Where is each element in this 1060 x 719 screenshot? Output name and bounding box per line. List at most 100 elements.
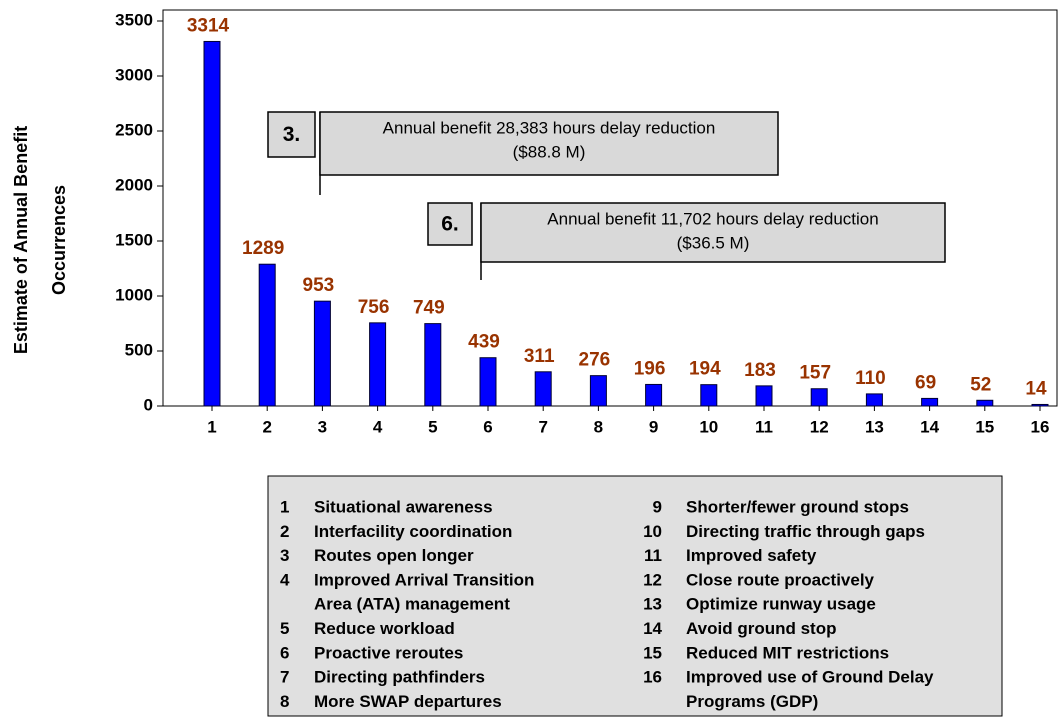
legend-key: 5 [280,619,289,638]
value-label: 183 [744,360,776,381]
y-axis-label: Estimate of Annual Benefit [11,126,31,354]
x-tick-label: 13 [865,417,884,436]
legend-key: 11 [644,546,662,565]
y-tick-label: 1500 [115,230,153,249]
legend-key: 1 [280,497,289,516]
annotation-box [319,111,779,176]
x-tick-label: 12 [810,417,829,436]
legend-label: Optimize runway usage [686,595,876,614]
legend-key: 16 [643,668,662,687]
x-tick-label: 16 [1031,417,1050,436]
value-label: 756 [358,297,390,318]
bar [865,393,883,407]
legend-label: Area (ATA) management [314,595,510,614]
y-tick-label: 3000 [115,65,153,84]
y-tick-label: 0 [144,395,153,414]
x-tick-label: 2 [262,417,271,436]
bar [479,357,497,407]
legend-label: Directing traffic through gaps [686,522,925,541]
legend-key: 10 [643,522,662,541]
x-tick-label: 10 [699,417,718,436]
legend-label: Directing pathfinders [314,668,485,687]
value-label: 3314 [187,15,230,36]
bar [534,371,552,407]
value-label: 311 [524,346,555,367]
x-tick-label: 4 [373,417,383,436]
legend-key: 7 [280,668,289,687]
value-label: 14 [1025,378,1047,399]
annotation-text: Annual benefit 11,702 hours delay reduct… [547,209,878,228]
value-label: 52 [970,374,991,395]
y-tick-label: 3500 [115,10,153,29]
legend-key: 2 [280,522,289,541]
bar [976,399,994,407]
x-tick-label: 1 [207,417,216,436]
bar [424,323,442,407]
x-tick-label: 6 [483,417,492,436]
bar [645,383,663,407]
annotation-text: ($36.5 M) [677,233,750,252]
legend-key: 3 [280,546,289,565]
annotation-text: ($88.8 M) [513,142,586,161]
value-label: 749 [413,298,445,319]
legend-label: Interfacility coordination [314,522,512,541]
value-label: 110 [855,368,886,389]
bar [369,322,387,407]
bar [258,263,276,407]
annotation-box [480,202,946,263]
annotation-key: 3. [283,123,301,146]
legend-key: 14 [643,619,662,638]
legend-label: Improved Arrival Transition [314,570,534,589]
legend-label: Improved use of Ground Delay [686,668,934,687]
legend-label: Situational awareness [314,497,493,516]
y-tick-label: 2500 [115,120,153,139]
bar [1031,403,1049,407]
y-tick-label: 1000 [115,285,153,304]
bar [203,40,221,407]
annotation-key-box [267,111,316,158]
x-tick-label: 3 [318,417,327,436]
legend-key: 8 [280,692,289,711]
plot-frame [162,9,1058,407]
legend-label: Shorter/fewer ground stops [686,497,909,516]
legend-label: Avoid ground stop [686,619,836,638]
bar [810,388,828,407]
x-tick-label: 5 [428,417,437,436]
bar [313,300,331,407]
value-label: 276 [579,350,611,371]
x-tick-label: 14 [920,417,939,436]
legend-key: 6 [280,643,289,662]
x-tick-label: 15 [975,417,994,436]
legend-box [267,475,1003,717]
value-label: 1289 [242,238,284,259]
x-tick-label: 11 [755,417,773,436]
legend-label: More SWAP departures [314,692,502,711]
legend-label: Reduced MIT restrictions [686,643,889,662]
value-label: 157 [799,363,831,384]
legend-key: 13 [643,595,662,614]
value-label: 953 [303,275,335,296]
bar [755,385,773,407]
bar [921,397,939,407]
bar [589,375,607,407]
legend-label: Improved safety [686,546,817,565]
legend-label: Routes open longer [314,546,474,565]
x-tick-label: 9 [649,417,658,436]
annotation-text: Annual benefit 28,383 hours delay reduct… [383,118,716,137]
legend-label: Close route proactively [686,570,875,589]
value-label: 194 [689,359,721,380]
value-label: 196 [634,358,666,379]
legend-label: Proactive reroutes [314,643,463,662]
bar [700,384,718,407]
legend-key: 4 [280,570,290,589]
legend-label: Programs (GDP) [686,692,818,711]
y-tick-label: 2000 [115,175,153,194]
legend-label: Reduce workload [314,619,455,638]
legend-key: 15 [643,643,662,662]
value-label: 439 [468,332,500,353]
x-tick-label: 7 [538,417,547,436]
y-axis-label: Occurrences [49,185,69,295]
legend-key: 12 [643,570,662,589]
value-label: 69 [915,372,936,393]
